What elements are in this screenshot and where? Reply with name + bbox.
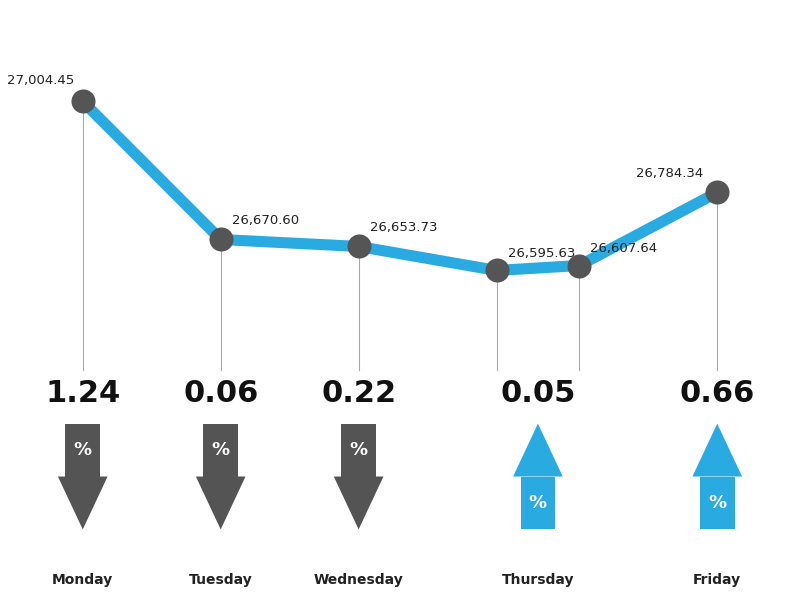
Text: 26,670.60: 26,670.60 xyxy=(232,214,299,227)
Polygon shape xyxy=(196,476,246,529)
Polygon shape xyxy=(342,424,376,476)
Text: 26,607.64: 26,607.64 xyxy=(590,242,658,255)
Polygon shape xyxy=(66,424,100,476)
Polygon shape xyxy=(203,424,238,476)
Polygon shape xyxy=(693,424,742,476)
Text: 26,595.63: 26,595.63 xyxy=(507,247,575,260)
Text: %: % xyxy=(350,441,368,459)
Text: 0.66: 0.66 xyxy=(679,379,755,408)
Polygon shape xyxy=(700,476,734,529)
Text: 0.05: 0.05 xyxy=(500,379,576,408)
Text: %: % xyxy=(708,494,726,512)
Text: Tuesday: Tuesday xyxy=(189,573,253,587)
Polygon shape xyxy=(58,476,107,529)
Text: %: % xyxy=(529,494,547,512)
Polygon shape xyxy=(513,424,562,476)
Text: Friday: Friday xyxy=(693,573,742,587)
Polygon shape xyxy=(334,476,383,529)
Point xyxy=(711,188,724,197)
Text: 0.06: 0.06 xyxy=(183,379,258,408)
Text: 26,784.34: 26,784.34 xyxy=(636,167,703,180)
Text: Monday: Monday xyxy=(52,573,114,587)
Text: 1.24: 1.24 xyxy=(45,379,120,408)
Point xyxy=(573,261,586,271)
Text: 26,653.73: 26,653.73 xyxy=(370,221,437,234)
Text: 0.22: 0.22 xyxy=(321,379,396,408)
Text: %: % xyxy=(212,441,230,459)
Text: 27,004.45: 27,004.45 xyxy=(7,74,74,87)
Point xyxy=(76,97,89,106)
Point xyxy=(214,235,227,244)
Text: %: % xyxy=(74,441,92,459)
Point xyxy=(490,266,503,275)
Point xyxy=(352,242,365,251)
Polygon shape xyxy=(521,476,555,529)
Text: Thursday: Thursday xyxy=(502,573,574,587)
Text: Wednesday: Wednesday xyxy=(314,573,403,587)
